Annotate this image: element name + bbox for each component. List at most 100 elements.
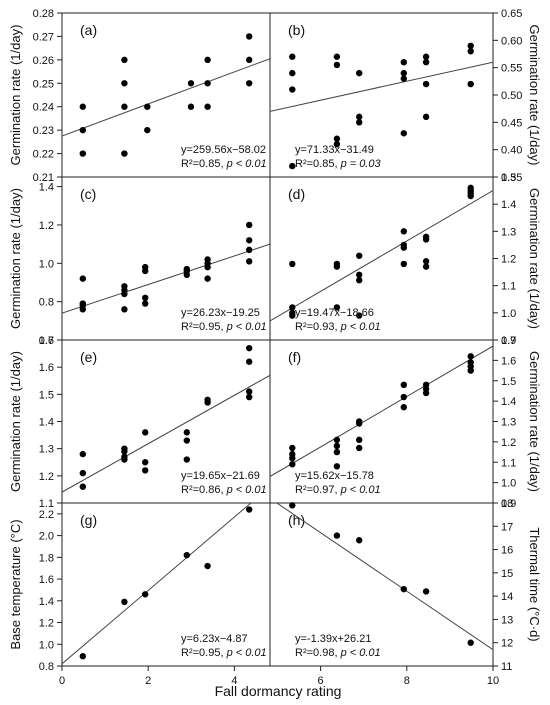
y-tick-label: 0.28 [33,8,54,20]
panel-h: 11 12 13 14 15 16 17 18 Thermal time (°C·d) (h) y=… [269,498,542,673]
y-tick-label: 1.2 [39,618,54,630]
x-tick-label: 4 [231,675,237,687]
data-point [356,252,363,259]
y-tick-label: 0.9 [501,335,516,347]
data-point [121,448,128,455]
panel-b: 0.35 0.40 0.45 0.50 0.55 0.60 0.65 Germination … [269,8,542,184]
data-point [204,399,211,406]
y-tick-label: 0.23 [33,125,54,137]
data-point [422,258,430,265]
x-tick-label: 2 [145,675,151,687]
data-point [467,353,474,360]
data-point [142,459,149,466]
data-point [121,306,128,313]
regression-stats: R²=0.98, p < 0.01 [295,647,381,659]
data-point [183,551,190,559]
data-point [204,263,211,271]
data-point [142,294,149,302]
y-tick-label: 1.1 [501,281,516,293]
regression-equation: y=26.23x−19.25 [181,307,260,319]
data-point [467,48,474,55]
data-point [289,312,296,319]
y-axis-title: Germination rate (1/day) [8,351,23,492]
y-tick-label: 1.3 [501,226,516,238]
data-point [333,141,341,148]
data-point [187,80,195,87]
x-tick-label: 10 [487,675,499,687]
y-tick-label: 0.9 [501,498,516,510]
regression-line [270,190,493,322]
regression-line [62,374,270,493]
regression-line [62,58,270,137]
y-tick-label: 0.35 [501,172,522,184]
regression-line [275,503,493,651]
data-point [246,56,253,64]
data-point [333,532,341,539]
panel-f: 0.9 1.0 1.1 1.2 1.3 1.4 1.5 1.6 1.7 Germination r… [269,335,542,510]
data-point [467,192,474,200]
y-tick-label: 0.40 [501,145,522,157]
data-point [467,639,474,646]
y-tick-label: 1.5 [501,172,516,184]
data-point [422,389,430,397]
data-point [356,436,363,444]
regression-equation: y=19.65x−21.69 [181,470,260,482]
y-tick-label: 13 [501,614,513,626]
y-tick-label: 1.5 [39,389,54,401]
data-point [246,388,253,395]
data-point [356,537,363,544]
y-tick-label: 1.2 [501,437,516,449]
data-point [289,53,296,60]
data-point [400,404,407,411]
data-point [79,306,87,313]
regression-stats: R²=0.85, p = 0.03 [295,158,382,170]
y-tick-label: 1.6 [501,355,516,367]
p-value: p < 0.01 [226,321,267,333]
panel-label: (h) [288,512,305,528]
data-point [333,448,341,456]
data-point [356,277,363,284]
data-point [356,444,363,452]
y-tick-label: 1.2 [501,254,516,266]
data-point [333,135,341,142]
data-point [289,260,296,268]
data-point [422,263,430,270]
panel-d: 0.9 1.0 1.1 1.2 1.3 1.4 1.5 Germination rate (1… [269,172,542,347]
y-axis-title: Thermal time (°C·d) [527,527,542,641]
y-tick-label: 0.26 [33,55,54,67]
data-point [183,429,190,436]
y-tick-label: 12 [501,638,513,650]
data-point [356,69,363,77]
y-tick-label: 1.1 [39,498,54,510]
data-point [144,103,151,110]
data-point [121,103,128,110]
data-point [204,562,211,570]
regression-line [62,243,270,314]
data-point [333,304,341,311]
data-point [422,53,430,60]
y-tick-label: 0.65 [501,8,522,20]
data-point [400,228,407,235]
regression-equation: y=71.33x−31.49 [295,144,374,156]
data-point [142,267,149,275]
y-tick-label: 0.6 [39,335,54,347]
data-point [400,381,407,389]
y-tick-label: 1.7 [501,335,516,347]
data-point [121,56,128,64]
y-tick-label: 0.50 [501,90,522,102]
data-point [79,450,87,458]
y-axis-title: Germination rate (1/day) [8,25,23,166]
data-point [246,258,253,265]
data-point [467,80,474,88]
data-point [246,344,253,352]
y-tick-label: 1.7 [39,335,54,347]
data-point [467,367,474,374]
data-point [289,162,296,170]
y-tick-label: 1.8 [39,552,54,564]
y-tick-label: 1.2 [39,220,54,232]
data-point [144,126,151,134]
y-tick-label: 1.3 [39,444,54,456]
panel-label: (c) [80,186,96,202]
r-squared: R²=0.95, [181,647,227,659]
data-point [333,436,341,444]
